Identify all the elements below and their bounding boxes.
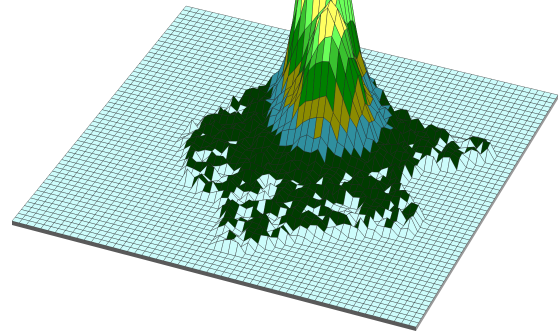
surface-cells — [11, 0, 559, 328]
plate-front-left-edge — [12, 221, 416, 331]
plate-front-right-edge — [416, 95, 558, 331]
plate-edges — [12, 95, 558, 331]
